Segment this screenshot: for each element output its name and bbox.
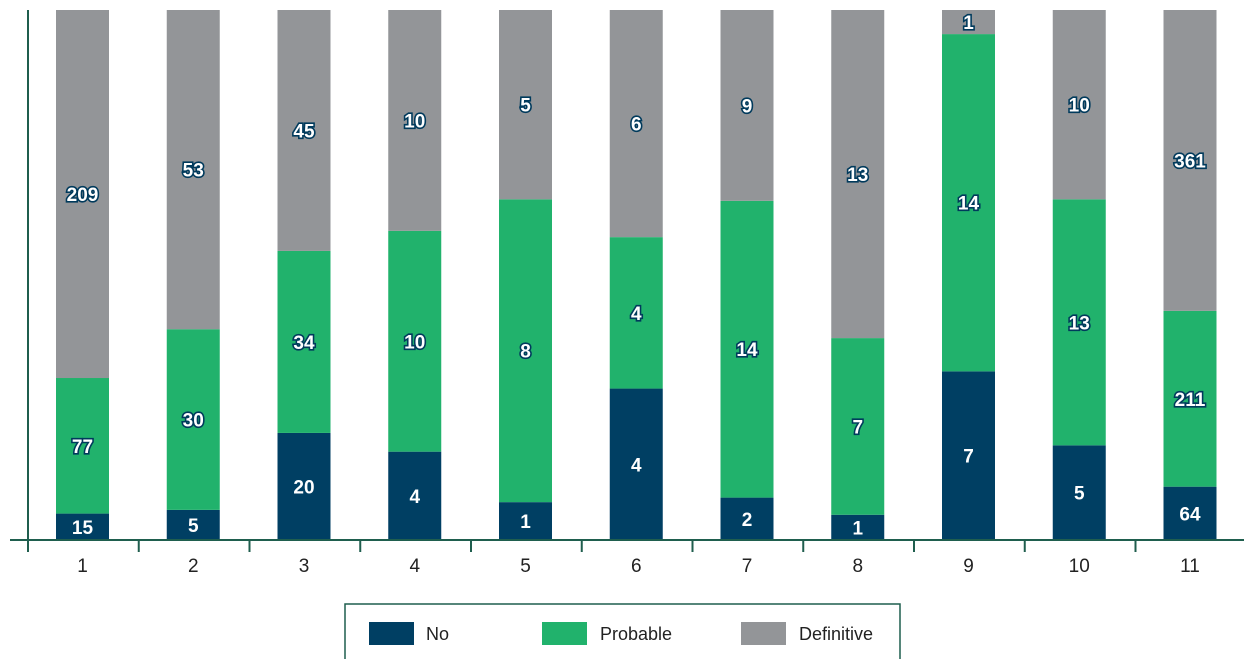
x-tick-label-8: 8 xyxy=(852,556,863,577)
bar-segment-probable-10 xyxy=(1052,199,1106,446)
data-label-no-2: 5 xyxy=(188,516,199,537)
x-tick-label-6: 6 xyxy=(631,556,642,577)
data-label-definitive-1: 209 xyxy=(67,185,99,206)
bar-segment-definitive-5 xyxy=(499,10,552,200)
legend-label-no: No xyxy=(426,624,449,644)
x-tick-label-10: 10 xyxy=(1069,556,1090,577)
x-tick-label-4: 4 xyxy=(409,556,420,577)
bar-segment-probable-1 xyxy=(56,378,109,514)
bar-segment-no-2 xyxy=(166,509,220,540)
bar-segment-no-4 xyxy=(388,451,442,540)
bar-segment-probable-9 xyxy=(942,34,995,372)
bar-segment-no-8 xyxy=(831,514,885,540)
x-tick-label-7: 7 xyxy=(742,556,753,577)
x-tick-label-11: 11 xyxy=(1180,556,1200,577)
data-label-definitive-6: 6 xyxy=(631,115,642,136)
data-label-probable-9: 14 xyxy=(958,194,980,215)
x-tick-label-3: 3 xyxy=(299,556,310,577)
bar-segment-no-5 xyxy=(499,502,552,540)
data-label-probable-2: 30 xyxy=(183,411,204,432)
bar-segment-probable-7 xyxy=(720,200,774,498)
data-label-no-11: 64 xyxy=(1179,504,1201,525)
data-label-probable-8: 7 xyxy=(852,417,863,438)
data-label-definitive-2: 53 xyxy=(183,161,204,182)
bar-segment-no-9 xyxy=(942,371,995,540)
bars-group xyxy=(56,10,1217,540)
data-label-definitive-10: 10 xyxy=(1069,96,1090,117)
bar-segment-probable-5 xyxy=(499,199,552,503)
bar-segment-definitive-6 xyxy=(609,10,663,238)
legend: No Probable Definitive xyxy=(344,603,901,659)
data-label-probable-6: 4 xyxy=(631,304,642,325)
x-tick-label-1: 1 xyxy=(77,556,88,577)
data-label-no-1: 15 xyxy=(72,518,94,539)
data-label-definitive-4: 10 xyxy=(404,111,425,132)
bar-segment-definitive-11 xyxy=(1163,10,1217,311)
bar-segment-probable-6 xyxy=(609,237,663,389)
bar-segment-definitive-8 xyxy=(831,10,885,339)
data-label-definitive-11: 361 xyxy=(1174,151,1206,172)
bar-segment-definitive-7 xyxy=(720,10,774,201)
data-label-probable-10: 13 xyxy=(1069,313,1090,334)
x-tick-label-2: 2 xyxy=(188,556,199,577)
bar-segment-probable-2 xyxy=(166,329,220,510)
data-labels-group: 1577209530532034454101018544621491713714… xyxy=(65,11,1208,539)
data-label-definitive-8: 13 xyxy=(847,165,868,186)
legend-label-probable: Probable xyxy=(600,624,672,644)
bar-segment-probable-8 xyxy=(831,338,885,515)
data-label-no-9: 7 xyxy=(963,447,974,468)
bar-segment-no-6 xyxy=(609,388,663,540)
data-label-probable-7: 14 xyxy=(736,340,758,361)
data-label-no-4: 4 xyxy=(409,487,420,508)
bar-segment-definitive-2 xyxy=(166,10,220,330)
bar-segment-no-10 xyxy=(1052,445,1106,540)
bar-segment-probable-4 xyxy=(388,230,442,452)
axes-group: 1 2 3 4 5 6 7 8 9 10 11 xyxy=(10,10,1244,577)
legend-swatch-definitive xyxy=(741,622,786,645)
bar-segment-definitive-1 xyxy=(56,10,109,379)
bar-segment-no-7 xyxy=(720,497,774,540)
bar-segment-definitive-9 xyxy=(942,10,995,35)
bar-segment-no-3 xyxy=(277,432,331,540)
data-label-no-10: 5 xyxy=(1074,484,1085,505)
data-label-definitive-5: 5 xyxy=(520,96,531,117)
data-label-no-5: 1 xyxy=(520,512,531,533)
data-label-probable-4: 10 xyxy=(404,332,425,353)
legend-label-definitive: Definitive xyxy=(799,624,873,644)
data-label-definitive-9: 1 xyxy=(963,13,974,34)
bar-segment-probable-11 xyxy=(1163,310,1217,487)
bar-segment-definitive-3 xyxy=(277,10,331,251)
legend-box xyxy=(344,603,901,659)
data-label-probable-1: 77 xyxy=(72,437,93,458)
legend-swatch-no xyxy=(369,622,414,645)
bar-segment-probable-3 xyxy=(277,250,331,433)
x-tick-label-5: 5 xyxy=(520,556,531,577)
data-label-definitive-3: 45 xyxy=(293,121,315,142)
data-label-probable-3: 34 xyxy=(293,333,315,354)
bar-segment-definitive-4 xyxy=(388,10,442,231)
bar-segment-definitive-10 xyxy=(1052,10,1106,200)
data-label-no-8: 1 xyxy=(852,518,863,539)
data-label-definitive-7: 9 xyxy=(742,96,753,117)
data-label-probable-11: 211 xyxy=(1175,390,1206,411)
data-label-probable-5: 8 xyxy=(520,342,531,363)
bar-segment-no-11 xyxy=(1163,486,1217,540)
data-label-no-3: 20 xyxy=(293,477,314,498)
bar-segment-no-1 xyxy=(56,513,109,540)
x-tick-label-9: 9 xyxy=(963,556,974,577)
data-label-no-6: 4 xyxy=(631,455,642,476)
data-label-no-7: 2 xyxy=(742,510,753,531)
legend-swatch-probable xyxy=(542,622,587,645)
